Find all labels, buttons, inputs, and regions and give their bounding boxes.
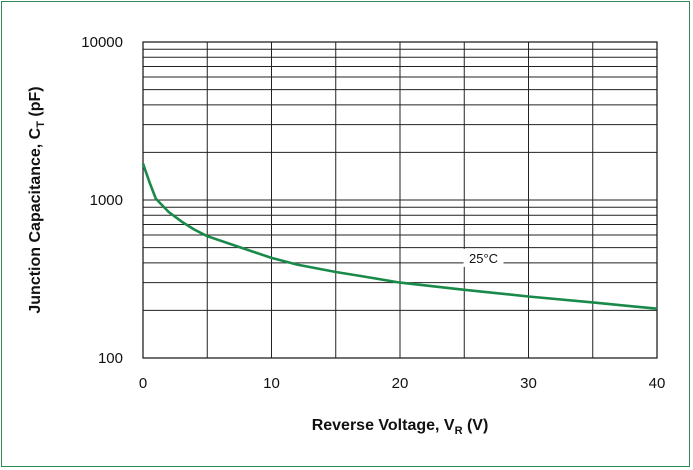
annotation-background: [463, 248, 504, 267]
annotations: 25°C: [463, 248, 504, 267]
x-axis-title-main: Reverse Voltage, V: [312, 417, 455, 434]
series-group: [141, 163, 658, 310]
x-tick-label: 40: [649, 375, 666, 392]
y-axis-title-unit: (pF): [27, 86, 44, 121]
y-tick-label: 1000: [90, 192, 123, 209]
x-tick-label: 30: [520, 375, 537, 392]
y-axis-title-main: Junction Capacitance, C: [27, 127, 44, 313]
series-line: [141, 163, 658, 310]
annotation-label: 25°C: [469, 251, 498, 266]
y-tick-labels: 100 1000 10000: [81, 34, 123, 367]
y-tick-label: 10000: [81, 34, 123, 51]
x-tick-label: 0: [139, 375, 147, 392]
y-axis-title-sub: T: [35, 121, 47, 128]
x-tick-labels: 0 10 20 30 40: [139, 375, 666, 392]
x-axis-title-sub: R: [455, 425, 463, 437]
y-tick-label: 100: [98, 350, 123, 367]
y-axis-title: Junction Capacitance, CT (pF): [27, 86, 47, 313]
plot-border: [142, 41, 658, 359]
x-tick-label: 10: [263, 375, 280, 392]
grid-lines: [143, 42, 657, 358]
x-tick-label: 20: [392, 375, 409, 392]
x-axis-title: Reverse Voltage, VR (V): [312, 417, 489, 437]
x-axis-title-unit: (V): [463, 417, 489, 434]
